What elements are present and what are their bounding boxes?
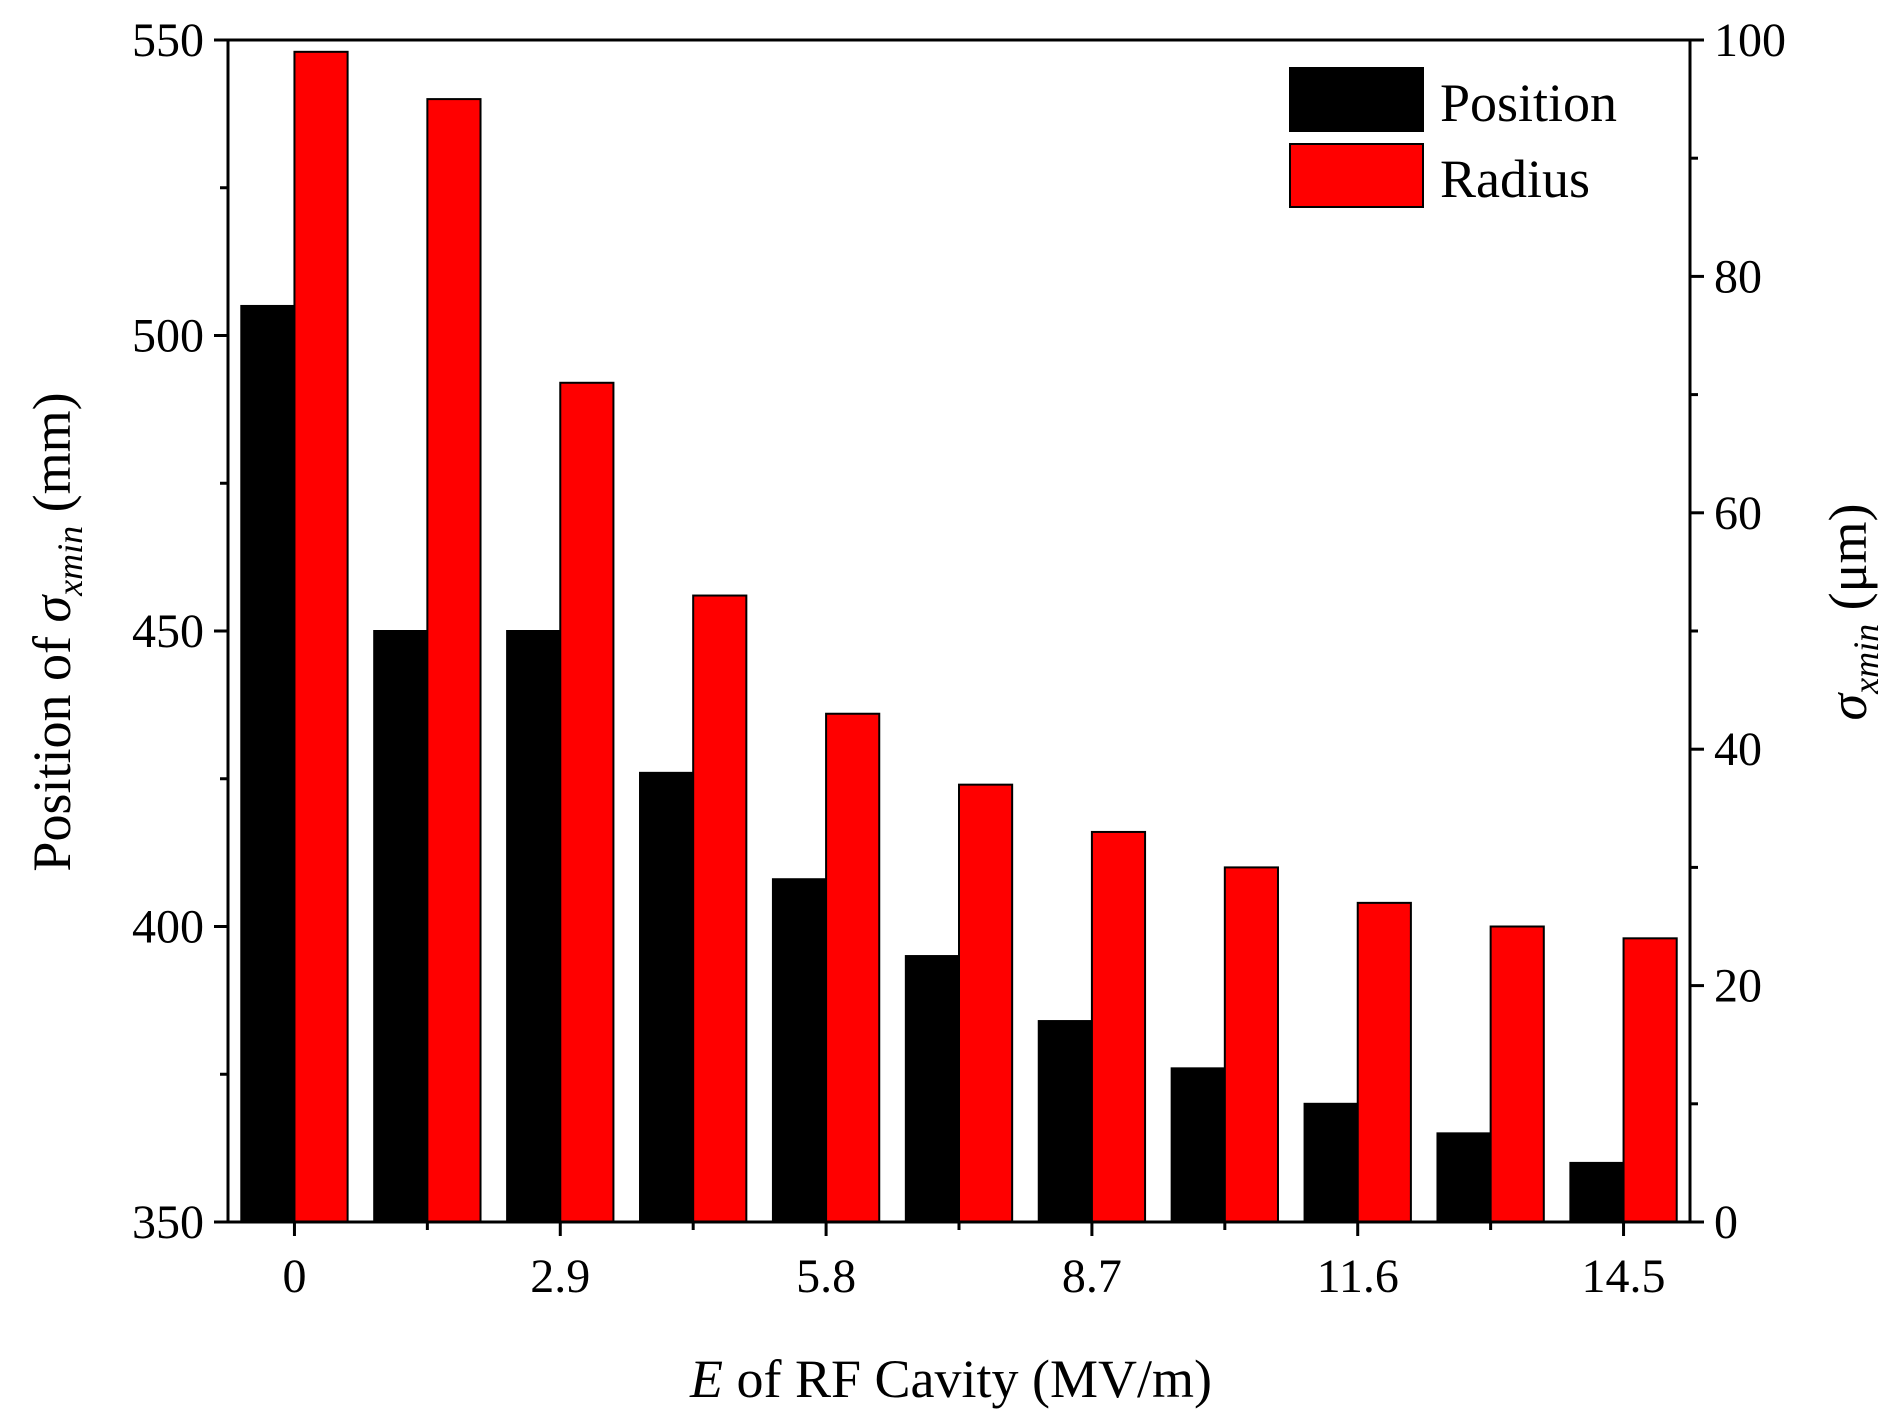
y-right-tick-label-3: 60 bbox=[1714, 487, 1762, 540]
x-tick-label-4: 11.6 bbox=[1317, 1250, 1399, 1303]
bar-radius-4 bbox=[825, 712, 881, 1223]
y-right-tick-label-5: 100 bbox=[1714, 14, 1786, 67]
bar-position-3 bbox=[639, 771, 695, 1224]
bar-position-5 bbox=[904, 955, 961, 1223]
bar-radius-2 bbox=[559, 381, 615, 1223]
bar-radius-6 bbox=[1090, 830, 1147, 1223]
legend-label-position: Position bbox=[1440, 73, 1617, 133]
y-right-title-post: (μm) bbox=[1818, 503, 1878, 623]
y-left-tick-label-0: 350 bbox=[132, 1196, 204, 1249]
y-axis-left-title: Position of σxmin (mm) bbox=[22, 392, 90, 871]
y-left-title-post: (mm) bbox=[22, 392, 82, 525]
x-tick-label-5: 14.5 bbox=[1582, 1250, 1666, 1303]
y-right-tick-label-0: 0 bbox=[1714, 1196, 1738, 1249]
y-right-tick-label-4: 80 bbox=[1714, 250, 1762, 303]
bar-position-1 bbox=[373, 630, 429, 1223]
y-left-title-sigma: σ bbox=[22, 594, 82, 623]
y-axis-right-title: σxmin (μm) bbox=[1818, 503, 1886, 720]
x-tick-label-0: 0 bbox=[282, 1250, 306, 1303]
bar-position-8 bbox=[1303, 1102, 1359, 1224]
x-tick-label-3: 8.7 bbox=[1062, 1250, 1122, 1303]
bar-radius-3 bbox=[692, 594, 748, 1223]
bar-radius-7 bbox=[1223, 866, 1279, 1224]
legend-swatch-radius bbox=[1289, 143, 1424, 208]
bar-position-7 bbox=[1170, 1067, 1226, 1223]
bar-position-10 bbox=[1569, 1161, 1625, 1224]
y-left-tick-label-3: 500 bbox=[132, 310, 204, 363]
bar-radius-8 bbox=[1356, 901, 1412, 1223]
y-right-title-sigma: σ bbox=[1818, 692, 1878, 721]
x-axis-title-var: E bbox=[689, 1349, 723, 1409]
y-left-tick-label-4: 550 bbox=[132, 14, 204, 67]
y-right-tick-label-2: 40 bbox=[1714, 723, 1762, 776]
y-left-title-sub: xmin bbox=[50, 526, 90, 597]
legend-label-radius: Radius bbox=[1440, 149, 1590, 209]
legend: Position Radius bbox=[1289, 67, 1617, 209]
bar-radius-10 bbox=[1622, 937, 1678, 1223]
x-axis-title: E of RF Cavity (MV/m) bbox=[689, 1349, 1212, 1409]
bar-position-6 bbox=[1037, 1020, 1093, 1223]
y-right-title-sub: xmin bbox=[1846, 624, 1886, 695]
x-tick-label-1: 2.9 bbox=[530, 1250, 590, 1303]
tick-labels-layer: 350 400 450 500 550 0 20 40 60 80 100 0 2.9 5.8 8.7 11.… bbox=[132, 14, 1786, 1303]
bar-radius-9 bbox=[1489, 925, 1545, 1223]
ticks-layer bbox=[214, 38, 1704, 1236]
bar-position-4 bbox=[771, 878, 828, 1223]
y-left-tick-label-2: 450 bbox=[132, 605, 204, 658]
y-left-title-pre: Position of bbox=[22, 623, 82, 872]
bar-position-2 bbox=[506, 630, 562, 1223]
bar-radius-0 bbox=[293, 50, 349, 1224]
legend-swatch-position bbox=[1289, 67, 1424, 132]
bar-radius-5 bbox=[958, 783, 1014, 1223]
bars-layer bbox=[240, 50, 1678, 1224]
bar-position-9 bbox=[1436, 1132, 1492, 1223]
y-right-tick-label-1: 20 bbox=[1714, 960, 1762, 1013]
bar-position-0 bbox=[240, 304, 296, 1223]
x-tick-label-2: 5.8 bbox=[796, 1250, 856, 1303]
bar-radius-1 bbox=[426, 98, 482, 1224]
x-axis-title-rest: of RF Cavity (MV/m) bbox=[723, 1349, 1212, 1409]
y-left-tick-label-1: 400 bbox=[132, 901, 204, 954]
